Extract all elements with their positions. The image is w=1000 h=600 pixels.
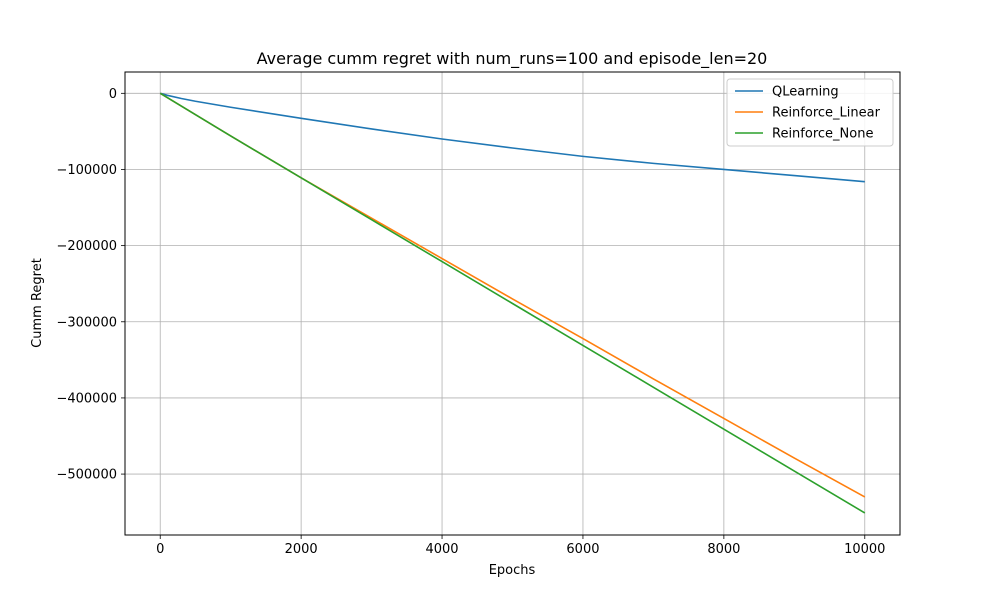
- series-line-reinforce-none: [159, 92, 866, 514]
- legend-label: QLearning: [772, 85, 839, 100]
- legend-box: [726, 78, 894, 147]
- legend: QLearning Reinforce_Linear Reinforce_None: [726, 78, 894, 147]
- x-axis-label: Epochs: [489, 563, 536, 578]
- x-tick-label: 10000: [844, 542, 885, 557]
- x-tick-label: 6000: [566, 542, 599, 557]
- chart-title: Average cumm regret with num_runs=100 an…: [257, 49, 768, 69]
- x-tick-label: 2000: [285, 542, 318, 557]
- y-tick-label: −400000: [56, 391, 117, 406]
- y-tick-label: 0: [109, 87, 117, 102]
- y-tick-label: −300000: [56, 315, 117, 330]
- x-tick-label: 0: [156, 542, 164, 557]
- series-lines: [159, 92, 866, 514]
- y-tick-label: −500000: [56, 468, 117, 483]
- x-tick-label: 8000: [707, 542, 740, 557]
- y-tick-label: −200000: [56, 239, 117, 254]
- y-axis-label: Cumm Regret: [30, 258, 45, 348]
- x-tick-label: 4000: [425, 542, 458, 557]
- plot-frame: [124, 71, 901, 536]
- y-axis: 0 −100000 −200000 −300000 −400000 −500000: [56, 87, 125, 483]
- series-line-qlearning: [160, 92, 865, 183]
- legend-label: Reinforce_None: [772, 127, 873, 142]
- x-axis: 0 2000 4000 6000 8000 10000: [156, 535, 885, 557]
- y-tick-label: −100000: [56, 163, 117, 178]
- legend-label: Reinforce_Linear: [772, 106, 881, 121]
